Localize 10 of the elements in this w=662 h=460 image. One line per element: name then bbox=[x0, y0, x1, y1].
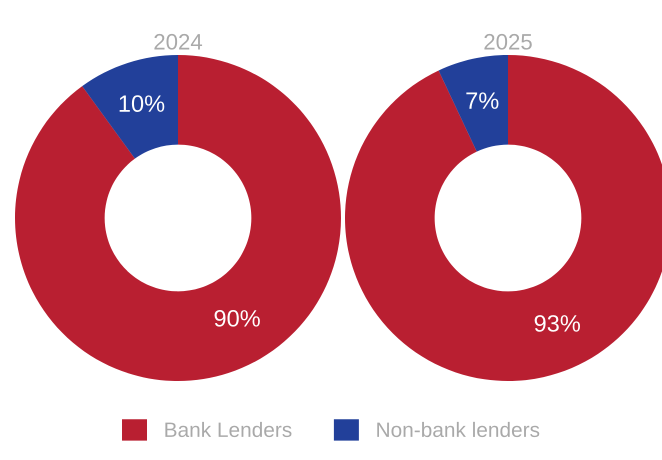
legend-label: Bank Lenders bbox=[165, 422, 292, 438]
data-label: 90% bbox=[214, 310, 260, 327]
donut-slice bbox=[82, 55, 178, 159]
data-label: 7% bbox=[466, 92, 498, 109]
data-label: 93% bbox=[534, 315, 580, 332]
legend-label: Non-bank lenders bbox=[377, 422, 540, 438]
data-label: 10% bbox=[120, 95, 164, 112]
chart-title: 2024 bbox=[154, 34, 202, 50]
chart-title: 2025 bbox=[484, 34, 532, 50]
donut-slice bbox=[15, 55, 341, 381]
